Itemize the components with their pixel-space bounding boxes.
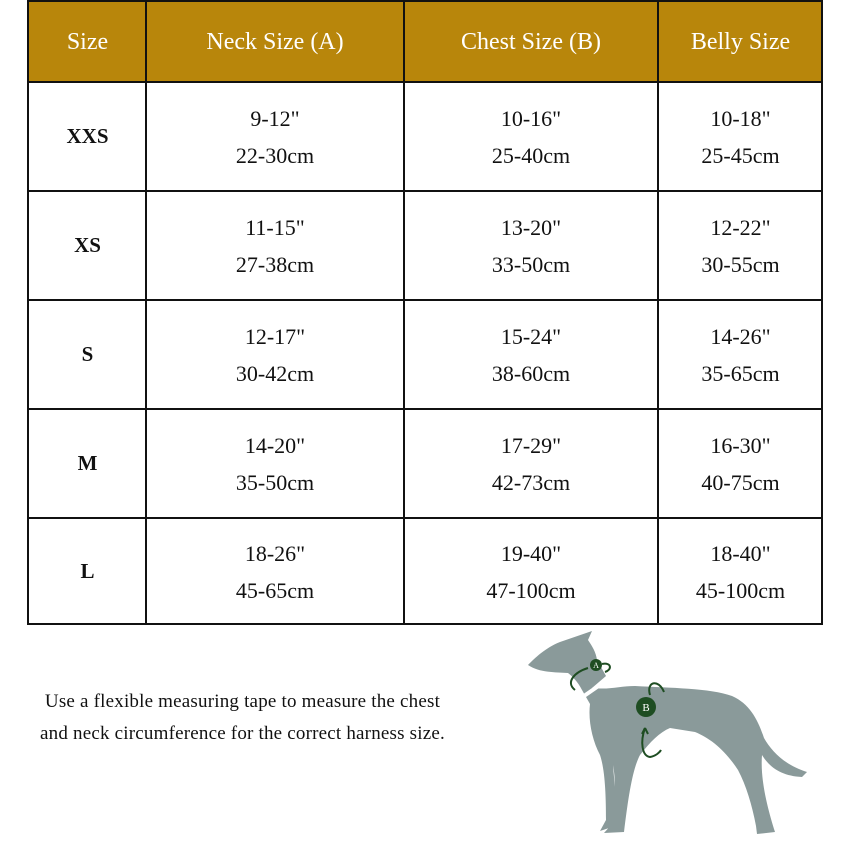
measurement-cm: 27-38cm — [235, 251, 315, 277]
chest-marker-b — [636, 697, 656, 717]
measurement-cm: 33-50cm — [491, 251, 571, 277]
table-header — [29, 2, 821, 82]
row-divider — [29, 517, 821, 519]
table-cell-size: XXS — [29, 82, 146, 191]
chest-measure-arrow — [641, 682, 665, 759]
measurement-inches: 16-30" — [710, 432, 771, 458]
table-cell-belly: 10-18" 25-45cm — [658, 82, 823, 191]
marker-a-label: A — [593, 661, 599, 670]
measurement-cm: 35-50cm — [235, 469, 315, 495]
column-divider — [657, 2, 659, 623]
size-label: XS — [74, 233, 101, 257]
measurement-inches: 17-29" — [500, 432, 562, 458]
column-divider — [403, 2, 405, 623]
measuring-instructions: Use a flexible measuring tape to measure… — [40, 691, 445, 744]
measurement-inches: 12-17" — [244, 323, 306, 349]
size-label: XXS — [66, 124, 109, 148]
measurement-cm: 30-55cm — [701, 251, 780, 277]
measurement-inches: 13-20" — [500, 214, 562, 240]
table-cell-belly: 14-26" 35-65cm — [658, 300, 823, 409]
table-cell-size: S — [29, 300, 146, 409]
dog-silhouette — [528, 631, 807, 834]
table-cell-neck: 18-26" 45-65cm — [146, 518, 404, 625]
size-label: L — [80, 559, 95, 583]
measurement-inches: 10-16" — [500, 105, 562, 131]
header-cell: Belly Size — [690, 28, 791, 55]
table-cell-size: L — [29, 518, 146, 625]
header-cell: Size — [66, 28, 109, 55]
measurement-inches: 18-40" — [710, 540, 771, 566]
table-cell-belly: 16-30" 40-75cm — [658, 409, 823, 518]
measurement-cm: 45-100cm — [695, 577, 786, 603]
measurement-inches: 15-24" — [500, 323, 562, 349]
measurement-cm: 47-100cm — [486, 577, 576, 603]
dog-measurement-illustration: A B — [528, 631, 807, 834]
measurement-cm: 40-75cm — [701, 469, 780, 495]
row-divider — [29, 81, 821, 83]
collar-gap — [582, 676, 612, 698]
row-divider — [29, 190, 821, 192]
size-label: M — [77, 451, 98, 475]
marker-b-label: B — [642, 702, 649, 714]
neck-measure-arrow — [569, 662, 611, 691]
measurement-cm: 35-65cm — [701, 360, 780, 386]
header-cell: Chest Size (B) — [461, 28, 601, 55]
measurement-cm: 25-40cm — [491, 142, 571, 168]
table-cell-neck: 9-12" 22-30cm — [146, 82, 404, 191]
header-cell: Neck Size (A) — [206, 28, 344, 55]
measurement-cm: 30-42cm — [235, 360, 315, 386]
measurement-cm: 42-73cm — [491, 469, 571, 495]
table-cell-size: XS — [29, 191, 146, 300]
table-cell-neck: 12-17" 30-42cm — [146, 300, 404, 409]
measurement-cm: 38-60cm — [491, 360, 571, 386]
measurement-cm: 22-30cm — [235, 142, 315, 168]
measurement-inches: 12-22" — [710, 214, 771, 240]
table-cell-size: M — [29, 409, 146, 518]
measurement-inches: 11-15" — [245, 214, 305, 240]
table-cell-chest: 10-16" 25-40cm — [404, 82, 658, 191]
size-chart-table: Size Neck Size (A) Chest Size (B) Belly Siz… — [27, 0, 823, 625]
column-divider — [145, 2, 147, 623]
measurement-inches: 14-26" — [710, 323, 771, 349]
measurement-inches: 18-26" — [244, 540, 306, 566]
table-cell-neck: 14-20" 35-50cm — [146, 409, 404, 518]
table-cell-belly: 18-40" 45-100cm — [658, 518, 823, 625]
measurement-inches: 14-20" — [244, 432, 306, 458]
measurement-cm: 25-45cm — [701, 142, 780, 168]
table-cell-belly: 12-22" 30-55cm — [658, 191, 823, 300]
row-divider — [29, 299, 821, 301]
table-cell-chest: 15-24" 38-60cm — [404, 300, 658, 409]
row-divider — [29, 408, 821, 410]
table-cell-chest: 19-40" 47-100cm — [404, 518, 658, 625]
table-cell-neck: 11-15" 27-38cm — [146, 191, 404, 300]
measurement-inches: 19-40" — [500, 540, 562, 566]
measurement-inches: 9-12" — [250, 105, 300, 131]
table-cell-chest: 13-20" 33-50cm — [404, 191, 658, 300]
neck-marker-a — [590, 659, 602, 671]
measurement-cm: 45-65cm — [235, 577, 315, 603]
table-cell-chest: 17-29" 42-73cm — [404, 409, 658, 518]
size-label: S — [81, 342, 94, 366]
measurement-inches: 10-18" — [710, 105, 771, 131]
